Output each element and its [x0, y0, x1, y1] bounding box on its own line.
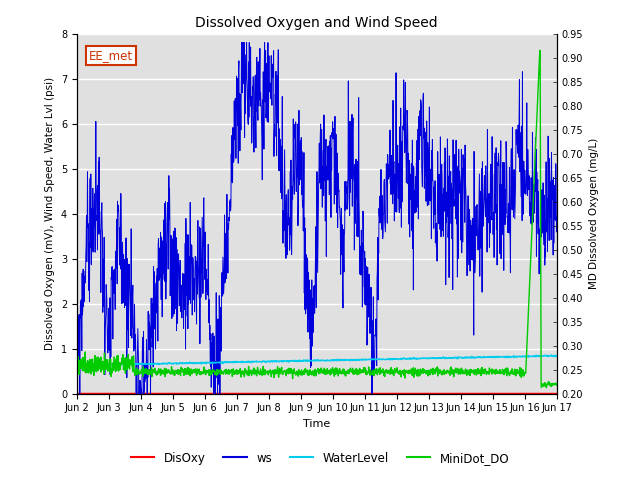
Text: EE_met: EE_met: [89, 49, 133, 62]
X-axis label: Time: Time: [303, 419, 330, 429]
Y-axis label: MD Dissolved Oxygen (mg/L): MD Dissolved Oxygen (mg/L): [589, 138, 599, 289]
Y-axis label: Dissolved Oxygen (mV), Wind Speed, Water Lvl (psi): Dissolved Oxygen (mV), Wind Speed, Water…: [45, 77, 55, 350]
Title: Dissolved Oxygen and Wind Speed: Dissolved Oxygen and Wind Speed: [195, 16, 438, 30]
Legend: DisOxy, ws, WaterLevel, MiniDot_DO: DisOxy, ws, WaterLevel, MiniDot_DO: [126, 447, 514, 469]
